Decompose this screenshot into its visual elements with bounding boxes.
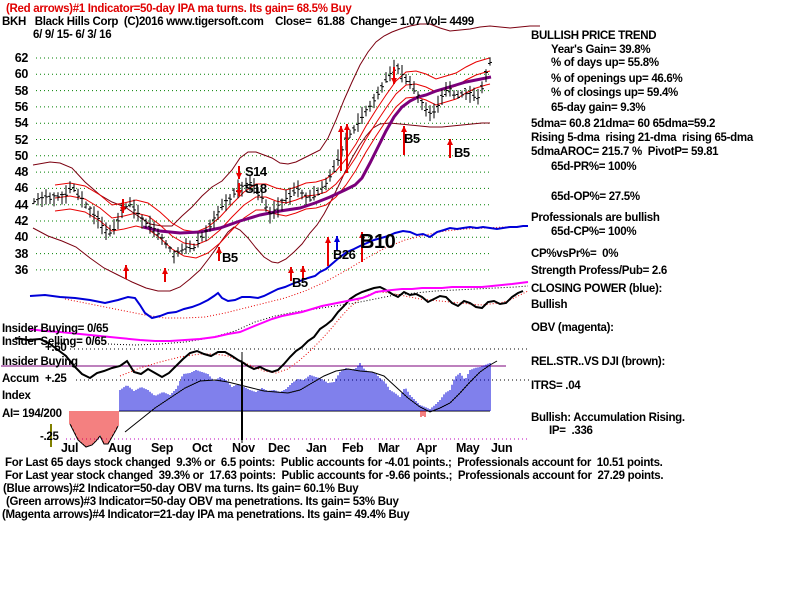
signal-label-b5: B5 (222, 250, 238, 265)
signal-label-b10: B10 (360, 231, 396, 253)
stats-panel-line: REL.STR..VS DJI (brown): (531, 356, 665, 368)
price-axis-label: 54 (14, 116, 29, 130)
stats-panel-line: IP= .336 (549, 425, 593, 437)
price-axis-label: 62 (14, 51, 29, 65)
stats-panel-line: Bullish: Accumulation Rising. (531, 412, 685, 424)
signal-label-b5: B5 (454, 145, 470, 160)
price-axis-label: 60 (14, 67, 29, 81)
stats-panel-line: % of days up= 55.8% (551, 57, 659, 69)
stats-panel-line: Professionals are bullish (531, 212, 660, 224)
month-label: Jan (306, 441, 327, 455)
month-label: Aug (108, 441, 132, 455)
stats-panel-line: ITRS= .04 (531, 380, 581, 392)
signal-label-b5: B5 (292, 275, 308, 290)
month-label: Mar (378, 441, 400, 455)
date-range: 6/ 9/ 15- 6/ 3/ 16 (33, 29, 112, 41)
price-axis-label: 38 (14, 247, 29, 261)
indicator-label: Insider Buying= 0/65 (2, 323, 109, 335)
price-axis-label: 50 (14, 149, 29, 163)
price-axis-label: 44 (14, 198, 29, 212)
price-axis-label: 52 (14, 133, 29, 147)
signal-label-s14: S14 (245, 164, 267, 179)
stats-panel-line: 65d-OP%= 27.5% (551, 191, 640, 203)
month-label: Sep (151, 441, 174, 455)
month-label: Oct (192, 441, 212, 455)
stats-panel-line: OBV (magenta): (531, 322, 614, 334)
stats-panel-line: 5dmaAROC= 215.7 % PivotP= 59.81 (531, 146, 719, 158)
price-axis-label: 58 (14, 84, 29, 98)
price-axis-label: 56 (14, 100, 29, 114)
stats-panel-line: Bullish (531, 299, 568, 311)
stats-panel-line: CLOSING POWER (blue): (531, 283, 663, 295)
price-axis-label: 42 (14, 214, 29, 228)
month-label: Jun (491, 441, 513, 455)
month-label: Feb (342, 441, 364, 455)
indicator-label: AI= 194/200 (2, 408, 62, 420)
stats-panel-line: Rising 5-dma rising 21-dma rising 65-dma (531, 132, 753, 144)
footer-stat-line: For Last year stock changed 39.3% or 17.… (5, 470, 664, 482)
stats-panel-line: Year's Gain= 39.8% (551, 44, 651, 56)
stats-panel-line: 65-day gain= 9.3% (551, 102, 646, 114)
stats-panel-line: 65d-PR%= 100% (551, 161, 637, 173)
indicator-label: +.25 (45, 373, 67, 385)
signal-label-b26: B26 (333, 247, 356, 262)
month-label: Dec (268, 441, 291, 455)
indicator-label: +.50 (45, 342, 67, 354)
stats-panel-line: 5dma= 60.8 21dma= 60 65dma=59.2 (531, 118, 716, 130)
month-label: May (456, 441, 480, 455)
ticker-title-line: BKH Black Hills Corp (C)2016 www.tigerso… (2, 16, 474, 28)
stats-panel-line: BULLISH PRICE TREND (531, 30, 657, 42)
indicator-label: Insider Buying (2, 356, 78, 368)
signal-label-s18: S18 (245, 181, 267, 196)
indicator-label: Index (2, 390, 31, 402)
month-label: Nov (232, 441, 255, 455)
indicator-label: -.25 (40, 431, 59, 443)
stats-panel-line: % of openings up= 46.6% (551, 73, 683, 85)
price-axis-label: 46 (14, 181, 29, 195)
footer-stat-line: (Blue arrows)#2 Indicator=50-day OBV ma … (3, 483, 359, 495)
price-axis-label: 40 (14, 230, 29, 244)
indicator-label: Insider Selling= 0/65 (2, 336, 107, 348)
indicator-label: Accum (2, 373, 39, 385)
indicator1-header: (Red arrows)#1 Indicator=50-day IPA ma t… (6, 3, 352, 15)
stats-panel-line: % of closings up= 59.4% (551, 87, 678, 99)
month-label: Apr (416, 441, 437, 455)
price-axis-label: 36 (14, 263, 29, 277)
footer-stat-line: (Magenta arrows)#4 Indicator=21-day IPA … (2, 509, 410, 521)
footer-stat-line: (Green arrows)#3 Indicator=50-day OBV ma… (6, 496, 399, 508)
stats-panel-line: Strength Profess/Pub= 2.6 (531, 265, 667, 277)
stats-panel-line: 65d-CP%= 100% (551, 226, 637, 238)
signal-label-b5: B5 (404, 131, 420, 146)
stats-panel-line: CP%vsPr%= 0% (531, 248, 619, 260)
price-axis-label: 48 (14, 165, 29, 179)
footer-stat-line: For Last 65 days stock changed 9.3% or 6… (5, 457, 663, 469)
month-label: Jul (61, 441, 79, 455)
